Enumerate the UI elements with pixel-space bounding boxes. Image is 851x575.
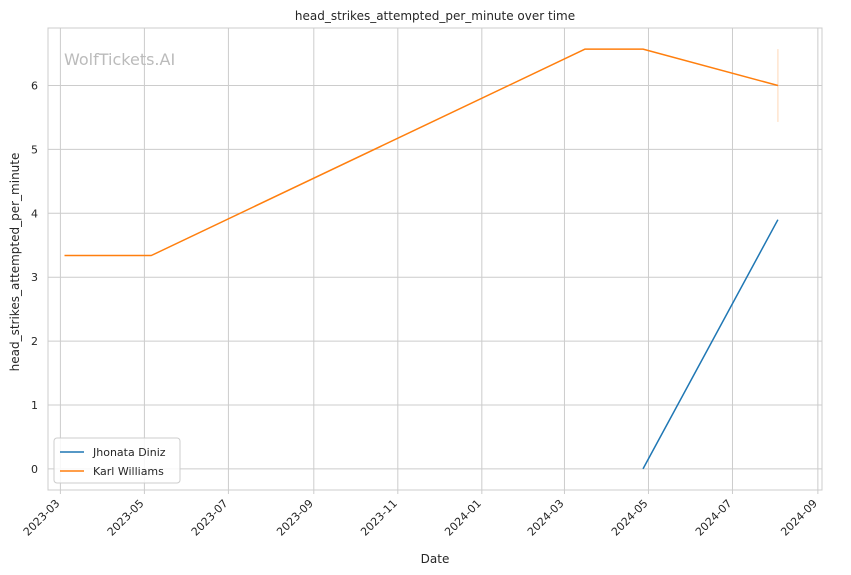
y-tick-label: 1 (31, 399, 38, 412)
chart-title: head_strikes_attempted_per_minute over t… (295, 9, 575, 23)
y-tick-label: 6 (31, 80, 38, 93)
series-line-jhonata-diniz (642, 219, 779, 470)
legend-label-jhonata-diniz: Jhonata Diniz (92, 446, 166, 459)
y-tick-label: 0 (31, 463, 38, 476)
legend-box (53, 437, 181, 484)
x-tick-label: 2024-05 (609, 497, 651, 539)
x-tick-label: 2023-07 (189, 497, 231, 539)
legend: Jhonata Diniz Karl Williams (53, 437, 181, 484)
plot-frame (47, 27, 823, 491)
y-tick-label: 3 (31, 271, 38, 284)
x-axis-label: Date (421, 552, 450, 566)
y-tick-label: 2 (31, 335, 38, 348)
y-tick-label: 5 (31, 143, 38, 156)
legend-label-karl-williams: Karl Williams (93, 465, 164, 478)
x-tick-label: 2023-11 (358, 497, 400, 539)
plot-area (48, 28, 822, 490)
y-tick-label: 4 (31, 207, 38, 220)
y-axis-label: head_strikes_attempted_per_minute (8, 153, 22, 372)
x-tick-label: 2023-05 (105, 497, 147, 539)
x-tick-label: 2024-01 (442, 497, 484, 539)
y-tick-labels: 0 1 2 3 4 5 6 (31, 80, 38, 476)
series-line-karl-williams (64, 48, 779, 257)
x-tick-labels: 2023-03 2023-05 2023-07 2023-09 2023-11 2024-… (21, 490, 820, 539)
x-tick-label: 2023-09 (274, 497, 316, 539)
x-tick-label: 2023-03 (21, 497, 63, 539)
x-tick-label: 2024-09 (778, 497, 820, 539)
series-layer (64, 48, 779, 470)
x-tick-label: 2024-07 (693, 497, 735, 539)
x-tick-label: 2024-03 (525, 497, 567, 539)
watermark: WolfTickets.AI (64, 50, 175, 69)
